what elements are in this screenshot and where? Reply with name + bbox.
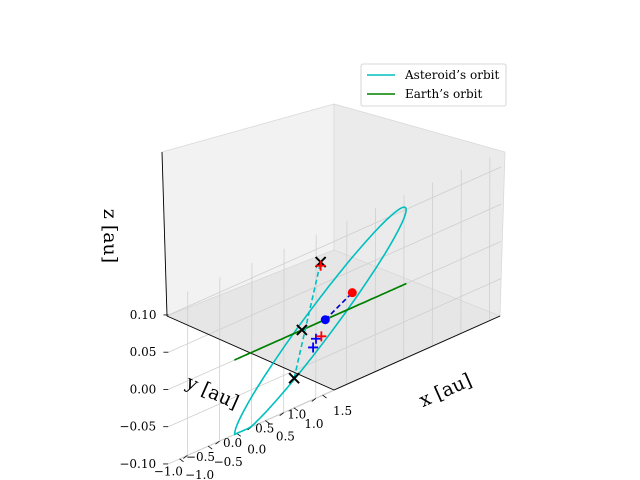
dot-marker	[347, 288, 357, 298]
x-tick-mark	[322, 394, 327, 399]
connector-line-1	[293, 261, 322, 379]
connector-line-0	[324, 292, 353, 321]
y-tick-label: 0.5	[255, 422, 274, 436]
y-tick-mark	[279, 412, 284, 416]
plus-marker	[315, 260, 326, 271]
cross-marker	[288, 372, 300, 384]
x-tick-label: 0.0	[247, 442, 266, 456]
plus-marker	[310, 333, 321, 344]
dashed-connector-lines	[293, 261, 353, 379]
y-tick-label: −1.0	[154, 464, 183, 478]
x-tick-label: −0.5	[214, 455, 243, 469]
z-tick-label: −0.05	[119, 420, 156, 434]
x-axis-label: x [au]	[416, 369, 475, 412]
axis-panes	[161, 103, 506, 391]
orbit-line-1	[234, 282, 407, 361]
y-tick-label: 1.0	[287, 407, 306, 421]
z-gridline	[168, 166, 502, 316]
y-tick-mark	[215, 440, 220, 445]
x-tick-mark	[179, 458, 184, 463]
x-axis-line	[333, 315, 501, 391]
x-tick-mark	[293, 407, 299, 412]
plus-marker	[316, 331, 327, 342]
x-tick-label: 1.0	[304, 417, 323, 431]
y-tick-mark	[183, 455, 188, 459]
z-tick-label: −0.10	[119, 457, 156, 471]
cross-marker	[296, 324, 308, 336]
legend-label-earth: Earth’s orbit	[405, 87, 482, 101]
z-axis-line	[161, 151, 168, 317]
z-tick-label: 0.00	[130, 382, 157, 396]
legend: Asteroid’s orbit Earth’s orbit	[360, 63, 507, 107]
tick-labels: −1.0−0.50.00.51.01.51.00.50.0−0.5−1.00.1…	[119, 308, 352, 480]
y-tick-label: −0.5	[186, 450, 215, 464]
position-markers	[288, 256, 357, 384]
y-tick-mark	[311, 398, 317, 402]
z-tick-label: 0.10	[130, 308, 157, 322]
y-tick-label: 0.0	[223, 436, 242, 450]
x-tick-label: −1.0	[185, 468, 214, 480]
x-tick-mark	[265, 420, 270, 424]
plus-marker	[308, 342, 319, 353]
x-tick-label: 0.5	[276, 430, 295, 444]
z-tick-label: 0.05	[130, 345, 157, 359]
orbit-series	[233, 206, 407, 436]
z-axis-label: z [au]	[99, 209, 121, 263]
legend-box	[360, 63, 507, 107]
z-gridline	[168, 278, 502, 428]
x-tick-mark	[207, 445, 213, 450]
legend-label-asteroid: Asteroid’s orbit	[404, 68, 499, 82]
dot-marker	[320, 315, 330, 325]
x-tick-label: 1.5	[333, 404, 352, 418]
